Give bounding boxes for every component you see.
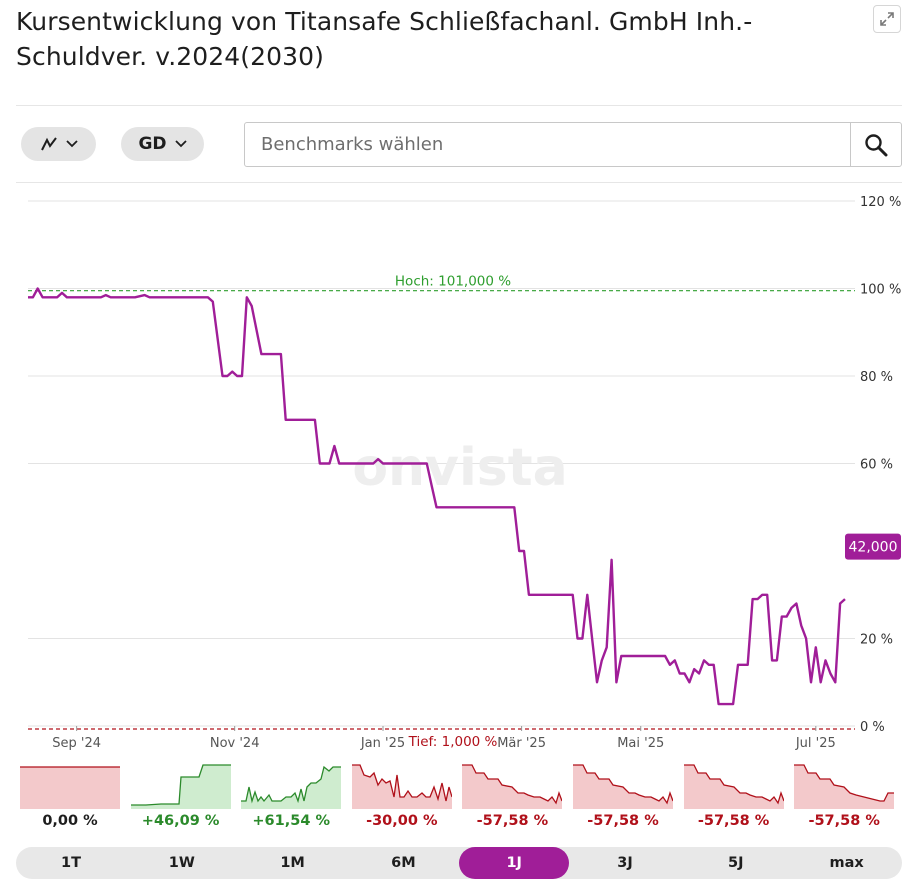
mini-chart[interactable]: -57,58 % (573, 757, 673, 837)
benchmark-search-input[interactable] (245, 123, 850, 166)
x-axis: Sep '24 Nov '24 Jan '25 Mär '25 Mai '25 Jul '… (52, 726, 836, 751)
mini-chart[interactable]: -30,00 % (351, 757, 452, 837)
high-label: Hoch: 101,000 % (395, 274, 511, 290)
last-value-badge: 42,000 (845, 533, 901, 560)
sparkline-line (794, 764, 895, 802)
sparkline (241, 765, 342, 809)
period-button-6m[interactable]: 6M (391, 855, 416, 871)
sparkline (351, 764, 452, 809)
performance-label: -57,58 % (476, 813, 549, 829)
sparkline (130, 764, 231, 809)
sparkline-line (573, 764, 673, 805)
period-button-max[interactable]: max (829, 855, 864, 871)
performance-label: -57,58 % (697, 813, 770, 829)
performance-label: +46,09 % (141, 813, 220, 829)
performance-label: -57,58 % (587, 813, 659, 829)
watermark: onvista (352, 438, 567, 498)
mini-chart[interactable]: -57,58 % (794, 757, 895, 837)
reference-lines: Hoch: 101,000 % Tief: 1,000 % (28, 274, 855, 750)
price-chart[interactable]: onvista Hoch: 101,000 % Tief: 1,000 % 120… (0, 185, 908, 755)
sparkline (462, 764, 563, 809)
y-tick-label: 20 % (860, 633, 893, 648)
x-tick-label: Mai '25 (617, 736, 664, 751)
last-value-label: 42,000 (849, 540, 898, 556)
y-tick-label: 60 % (860, 458, 893, 473)
series-line-path (28, 287, 846, 706)
x-tick-label: Nov '24 (210, 736, 260, 751)
period-button-1j[interactable]: 1J (459, 847, 570, 879)
divider (16, 182, 902, 183)
period-button-1m[interactable]: 1M (280, 855, 305, 871)
line-chart-icon (40, 137, 57, 151)
exchange-label: GD (138, 134, 167, 154)
performance-label: +61,54 % (252, 813, 330, 829)
expand-button[interactable] (873, 5, 901, 33)
x-tick-label: Mär '25 (497, 736, 546, 751)
y-axis: 120 % 100 % 80 % 60 % 20 % 0 % (860, 195, 901, 735)
sparkline-line (462, 764, 563, 805)
mini-chart[interactable]: +46,09 % (130, 757, 231, 837)
search-icon (865, 133, 888, 156)
period-performance-strip: 0,00 % +46,09 % +61,54 % -30,00 % -57,58 % -5… (20, 757, 902, 837)
y-tick-label: 100 % (860, 283, 901, 298)
performance-label: 0,00 % (42, 813, 98, 829)
exchange-dropdown[interactable]: GD (121, 127, 204, 161)
divider (16, 105, 902, 106)
sparkline-area (20, 767, 120, 809)
x-tick-label: Jul '25 (795, 736, 836, 751)
sparkline-area (241, 767, 342, 809)
period-button-1w[interactable]: 1W (168, 855, 195, 871)
mini-chart[interactable]: -57,58 % (683, 757, 784, 837)
mini-chart[interactable]: -57,58 % (462, 757, 563, 837)
sparkline-area (130, 765, 231, 809)
period-button-3j[interactable]: 3J (617, 855, 633, 871)
series-line (28, 287, 846, 706)
sparkline-line (683, 764, 784, 805)
period-selector: 1T 1W 1M 6M 1J 3J 5J max (16, 847, 902, 879)
performance-label: -30,00 % (366, 813, 438, 829)
sparkline (573, 764, 673, 809)
sparkline (683, 764, 784, 809)
sparkline-line (241, 765, 342, 804)
period-button-5j[interactable]: 5J (728, 855, 744, 871)
x-tick-label: Sep '24 (52, 736, 101, 751)
low-label: Tief: 1,000 % (408, 734, 498, 750)
y-tick-label: 0 % (860, 720, 885, 735)
chart-title: Kursentwicklung von Titansafe Schließfac… (16, 7, 753, 71)
chart-grid (28, 200, 855, 727)
sparkline (794, 764, 895, 809)
last-value-badge-bg (845, 533, 901, 560)
y-tick-label: 120 % (860, 195, 901, 210)
chevron-down-icon (174, 140, 187, 148)
benchmark-search (244, 122, 902, 167)
expand-icon (880, 12, 894, 26)
sparkline-area (351, 765, 452, 809)
mini-chart[interactable]: 0,00 % (20, 757, 120, 837)
mini-chart[interactable]: +61,54 % (241, 757, 342, 837)
chevron-down-icon (65, 140, 78, 148)
sparkline-line (130, 764, 231, 806)
sparkline (20, 766, 120, 809)
search-button[interactable] (850, 123, 901, 166)
chart-type-dropdown[interactable] (21, 127, 96, 161)
period-button-1t[interactable]: 1T (61, 855, 81, 871)
performance-label: -57,58 % (808, 813, 880, 829)
sparkline-line (351, 764, 452, 802)
y-tick-label: 80 % (860, 370, 893, 385)
x-tick-label: Jan '25 (360, 736, 405, 751)
